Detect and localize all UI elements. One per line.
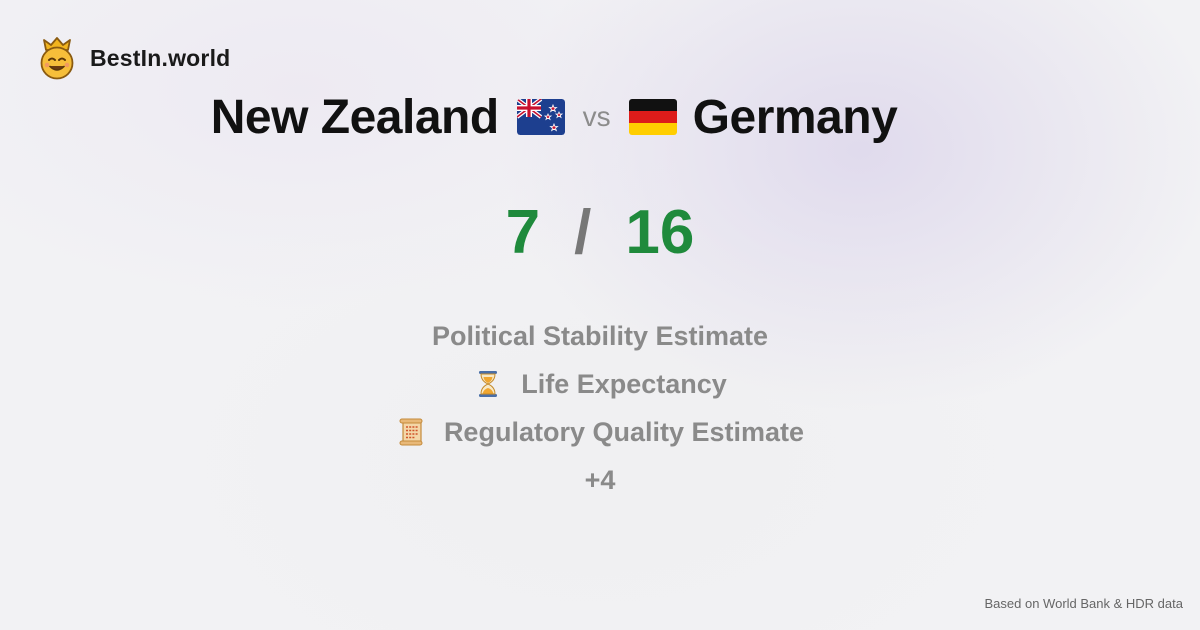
- crowned-smiley-icon: [40, 37, 74, 80]
- metric-label: Political Stability Estimate: [431, 320, 769, 351]
- comparison-title: New Zealand vs Germany: [0, 88, 1108, 146]
- hourglass-icon: [479, 371, 498, 397]
- metric-list: Political Stability Estimate Life Expect…: [0, 312, 1200, 504]
- right-score: 16: [625, 197, 695, 267]
- metric-label: Life Expectancy: [521, 368, 727, 399]
- left-country-name: New Zealand: [210, 90, 499, 144]
- source-note: Based on World Bank & HDR data: [984, 596, 1183, 611]
- metric-label: Regulatory Quality Estimate: [443, 416, 805, 447]
- right-country-name: Germany: [692, 90, 898, 144]
- germany-flag-icon: [628, 99, 677, 135]
- metric-item: Regulatory Quality Estimate: [0, 408, 1200, 456]
- score-separator: /: [574, 197, 592, 267]
- metric-item: Political Stability Estimate: [0, 312, 1200, 360]
- left-score: 7: [505, 197, 541, 267]
- new-zealand-flag-icon: [516, 99, 565, 135]
- vs-label: vs: [582, 101, 611, 132]
- brand[interactable]: BestIn.world: [38, 36, 230, 80]
- metric-item: Life Expectancy: [0, 360, 1200, 408]
- scroll-icon: [399, 418, 423, 446]
- more-metrics-count: +4: [0, 456, 1200, 504]
- score: 7 / 16: [0, 196, 1200, 268]
- brand-name: BestIn.world: [90, 44, 231, 71]
- metric-label: +4: [584, 464, 616, 495]
